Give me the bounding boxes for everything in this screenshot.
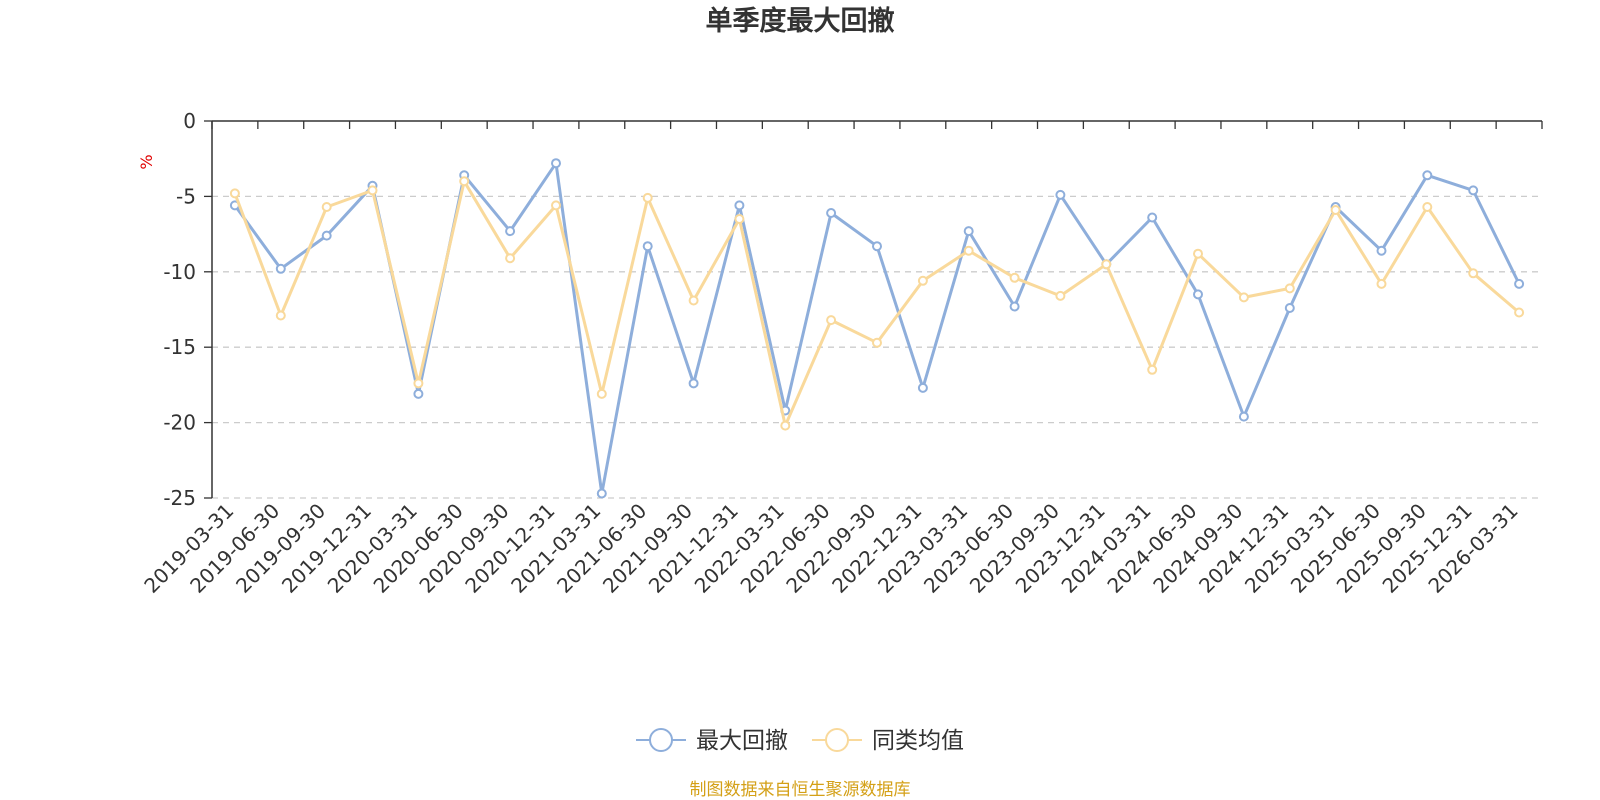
data-point[interactable] bbox=[1009, 272, 1020, 283]
data-point[interactable] bbox=[413, 378, 424, 389]
data-point[interactable] bbox=[688, 378, 699, 389]
data-point[interactable] bbox=[917, 275, 928, 286]
data-point[interactable] bbox=[275, 263, 286, 274]
chart-title: 单季度最大回撤 bbox=[705, 6, 895, 37]
data-point[interactable] bbox=[1009, 301, 1020, 312]
series-lines bbox=[229, 158, 1525, 499]
data-point[interactable] bbox=[459, 176, 470, 187]
data-point[interactable] bbox=[1193, 248, 1203, 259]
data-point[interactable] bbox=[551, 200, 561, 211]
data-point[interactable] bbox=[872, 241, 882, 252]
data-point[interactable] bbox=[321, 230, 332, 241]
data-point[interactable] bbox=[505, 253, 516, 264]
y-tick-label: -15 bbox=[163, 335, 196, 359]
data-point[interactable] bbox=[872, 337, 882, 348]
data-point[interactable] bbox=[1514, 307, 1525, 318]
series-line-0 bbox=[233, 161, 1521, 495]
data-point[interactable] bbox=[1238, 292, 1249, 303]
data-point[interactable] bbox=[642, 192, 653, 203]
data-point[interactable] bbox=[1101, 259, 1112, 270]
data-point[interactable] bbox=[1055, 290, 1066, 301]
legend-marker bbox=[825, 728, 849, 752]
data-point[interactable] bbox=[1468, 268, 1479, 279]
data-point[interactable] bbox=[963, 245, 974, 256]
data-point[interactable] bbox=[1422, 202, 1433, 212]
data-point[interactable] bbox=[1147, 364, 1158, 375]
axes: 0-5-10-15-20-252019-03-312019-06-302019-… bbox=[139, 109, 1543, 598]
data-point[interactable] bbox=[596, 388, 607, 399]
data-point[interactable] bbox=[321, 202, 332, 212]
legend-item-1[interactable]: 同类均值 bbox=[812, 728, 964, 754]
data-point[interactable] bbox=[734, 214, 745, 224]
grid-lines bbox=[212, 195, 1542, 499]
data-point[interactable] bbox=[688, 295, 699, 306]
data-point[interactable] bbox=[734, 200, 745, 211]
data-point[interactable] bbox=[551, 158, 561, 169]
source-note: 制图数据来自恒生聚源数据库 bbox=[689, 780, 911, 800]
y-tick-label: -25 bbox=[163, 486, 196, 510]
y-tick-label: -10 bbox=[163, 260, 196, 284]
y-tick-label: -20 bbox=[163, 411, 196, 435]
data-point[interactable] bbox=[1193, 289, 1203, 300]
y-axis-unit-label: % bbox=[137, 154, 156, 169]
data-point[interactable] bbox=[1468, 185, 1479, 196]
legend[interactable]: 最大回撤 同类均值 bbox=[636, 728, 964, 754]
data-point[interactable] bbox=[1422, 170, 1433, 181]
legend-label: 最大回撤 bbox=[696, 728, 788, 754]
y-tick-label: 0 bbox=[183, 109, 196, 133]
data-point[interactable] bbox=[367, 185, 378, 196]
data-point[interactable] bbox=[642, 241, 653, 252]
data-point[interactable] bbox=[229, 188, 240, 199]
data-point[interactable] bbox=[413, 388, 424, 399]
data-point[interactable] bbox=[780, 420, 791, 431]
y-tick-label: -5 bbox=[176, 184, 196, 208]
data-point[interactable] bbox=[963, 226, 974, 237]
data-point[interactable] bbox=[826, 208, 837, 218]
data-point[interactable] bbox=[1376, 245, 1387, 256]
data-point[interactable] bbox=[1330, 205, 1341, 215]
data-point[interactable] bbox=[1238, 411, 1249, 422]
data-point[interactable] bbox=[1376, 278, 1387, 289]
data-point[interactable] bbox=[1284, 303, 1295, 313]
legend-label: 同类均值 bbox=[872, 728, 964, 754]
data-point[interactable] bbox=[826, 315, 837, 326]
data-point[interactable] bbox=[1514, 278, 1525, 289]
data-point[interactable] bbox=[275, 310, 286, 321]
data-point[interactable] bbox=[1284, 283, 1295, 294]
data-point[interactable] bbox=[505, 226, 516, 237]
legend-item-0[interactable]: 最大回撤 bbox=[636, 728, 788, 754]
data-point[interactable] bbox=[917, 382, 928, 393]
legend-marker bbox=[649, 728, 673, 752]
data-point[interactable] bbox=[1055, 189, 1066, 200]
data-point[interactable] bbox=[1147, 212, 1158, 223]
data-point[interactable] bbox=[596, 488, 607, 499]
series-line-1 bbox=[233, 179, 1521, 428]
